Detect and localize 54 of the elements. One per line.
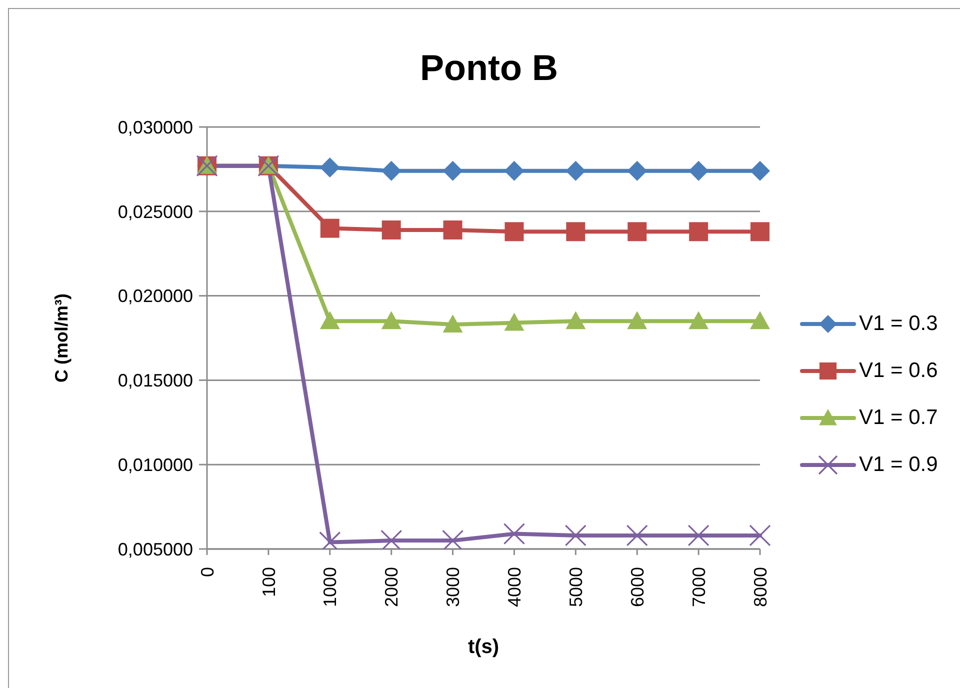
x-tick-label: 5000 bbox=[566, 567, 586, 608]
point bbox=[381, 311, 402, 330]
point bbox=[566, 160, 586, 181]
legend-label: V1 = 0.7 bbox=[859, 406, 938, 430]
x-tick-label: 0 bbox=[197, 567, 218, 578]
legend-label: V1 = 0.6 bbox=[859, 358, 938, 382]
point bbox=[442, 314, 463, 332]
legend-label: V1 = 0.9 bbox=[859, 452, 938, 476]
x-tick-label: 1000 bbox=[320, 567, 340, 608]
point bbox=[442, 530, 464, 549]
y-tick-label: 0,025000 bbox=[118, 202, 193, 222]
point bbox=[566, 311, 586, 330]
point bbox=[564, 524, 586, 546]
point bbox=[688, 524, 710, 546]
y-axis-title: C (mol/m³) bbox=[51, 294, 72, 382]
point bbox=[504, 312, 524, 331]
point bbox=[442, 160, 463, 181]
x-tick-label: 2000 bbox=[382, 567, 402, 608]
x-tick-label: 3000 bbox=[443, 567, 464, 608]
x-tick-label: 7000 bbox=[688, 567, 709, 608]
point bbox=[381, 160, 402, 181]
point bbox=[382, 220, 401, 240]
x-tick-label: 8000 bbox=[750, 567, 770, 608]
point bbox=[320, 218, 340, 238]
x-tick-label: 100 bbox=[258, 567, 279, 598]
x-axis-title: t(s) bbox=[468, 636, 500, 658]
point bbox=[504, 160, 524, 181]
point bbox=[627, 160, 648, 181]
point bbox=[750, 311, 770, 330]
y-tick-label: 0,005000 bbox=[118, 539, 193, 560]
y-tick-label: 0,015000 bbox=[118, 370, 193, 391]
chart-title: Ponto B bbox=[419, 47, 559, 89]
y-tick-label: 0,020000 bbox=[118, 286, 193, 306]
point bbox=[503, 523, 526, 545]
point bbox=[688, 160, 709, 181]
point bbox=[566, 222, 586, 242]
point bbox=[750, 222, 770, 242]
legend-label: V1 = 0.3 bbox=[859, 312, 938, 336]
point bbox=[320, 311, 340, 330]
point bbox=[626, 524, 648, 546]
point bbox=[443, 220, 462, 240]
x-tick-label: 6000 bbox=[627, 567, 648, 608]
point bbox=[688, 311, 709, 330]
point bbox=[380, 530, 402, 549]
point bbox=[627, 311, 648, 330]
point bbox=[689, 222, 708, 242]
point bbox=[320, 158, 340, 178]
point bbox=[750, 160, 770, 181]
point bbox=[504, 222, 524, 242]
y-tick-label: 0,030000 bbox=[118, 117, 193, 138]
point bbox=[628, 222, 647, 242]
y-tick-label: 0,010000 bbox=[118, 454, 193, 475]
x-tick-label: 4000 bbox=[504, 567, 525, 608]
point bbox=[749, 524, 771, 546]
